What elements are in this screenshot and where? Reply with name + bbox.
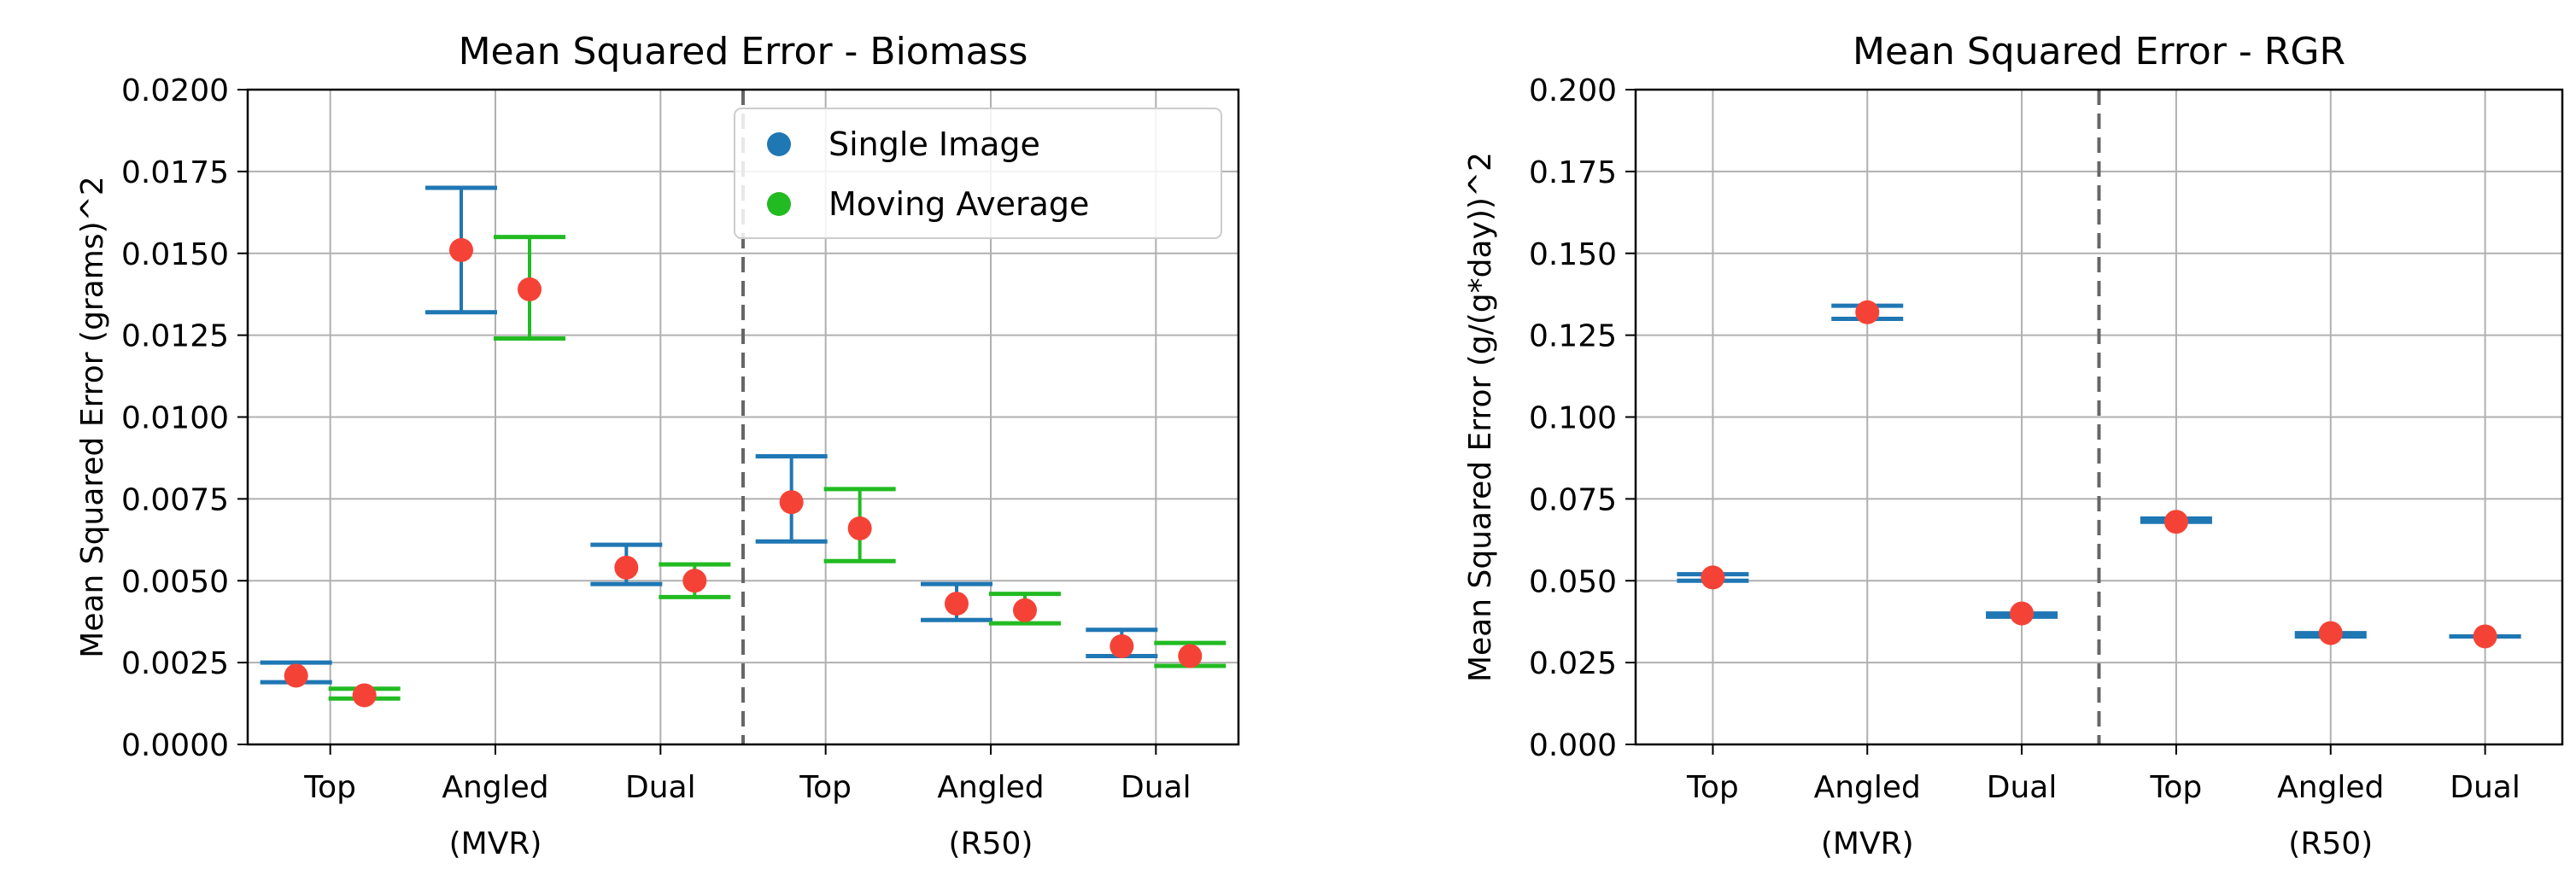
legend-box: [734, 108, 1222, 239]
y-tick-label: 0.025: [1529, 646, 1617, 681]
y-tick-label: 0.075: [1529, 482, 1617, 517]
chart-title: Mean Squared Error - RGR: [1853, 30, 2345, 73]
x-tick-label: Angled: [2277, 770, 2384, 805]
x-tick-label: Angled: [442, 770, 548, 805]
x-tick-label: Dual: [625, 770, 696, 805]
y-tick-label: 0.175: [1529, 155, 1617, 190]
axes-frame: [1634, 88, 2564, 746]
mean-point-single: [284, 663, 308, 688]
legend-marker-single: [767, 132, 791, 156]
y-tick-label: 0.0100: [121, 401, 229, 436]
y-axis-label: Mean Squared Error (g/(g*day))^2: [1463, 152, 1498, 682]
mean-point-single: [779, 490, 804, 515]
y-tick-label: 0.0175: [121, 155, 229, 190]
x-tick-label: Top: [303, 770, 356, 805]
y-tick-label: 0.150: [1529, 237, 1617, 272]
mean-point-single: [614, 555, 639, 580]
legend-marker-moving: [767, 192, 791, 216]
x-tick-sublabel: (MVR): [1821, 826, 1914, 861]
y-tick-label: 0.0000: [121, 728, 229, 763]
x-tick-label: Angled: [937, 770, 1044, 805]
legend: Single Image Moving Average: [734, 108, 1222, 239]
y-tick-label: 0.0200: [121, 73, 229, 108]
chart-panel-2: 0.000 0.025 0.050 0.075 0.100 0.125 0.150 0.175…: [1463, 30, 2564, 861]
x-tick-sublabel: (MVR): [449, 826, 542, 861]
mean-point-single: [1855, 300, 1880, 324]
legend-label-single: Single Image: [828, 125, 1040, 163]
mean-point-single: [449, 237, 473, 262]
mean-point-moving: [1178, 644, 1203, 668]
x-tick-label: Dual: [1121, 770, 1191, 805]
x-tick-label: Dual: [1987, 770, 2058, 805]
mean-point-single: [945, 592, 969, 616]
y-tick-label: 0.0050: [121, 564, 229, 599]
mean-point-single: [1701, 565, 1725, 590]
mean-point-single: [2010, 601, 2034, 626]
x-tick-label: Dual: [2450, 770, 2520, 805]
axes-frame: [246, 88, 1240, 746]
chart-title: Mean Squared Error - Biomass: [459, 30, 1028, 73]
mean-point-moving: [1013, 598, 1037, 622]
mean-point-moving: [518, 277, 542, 301]
y-tick-label: 0.0125: [121, 319, 229, 354]
y-tick-label: 0.200: [1529, 73, 1617, 108]
y-tick-label: 0.050: [1529, 564, 1617, 599]
x-tick-label: Top: [2150, 770, 2203, 805]
mean-point-single: [2163, 510, 2188, 534]
x-tick-label: Top: [799, 770, 852, 805]
x-tick-label: Top: [1686, 770, 1739, 805]
legend-label-moving: Moving Average: [828, 185, 1089, 223]
y-tick-label: 0.125: [1529, 319, 1617, 354]
y-tick-label: 0.100: [1529, 401, 1617, 436]
y-axis-label: Mean Squared Error (grams)^2: [75, 176, 110, 657]
mean-point-moving: [352, 683, 377, 708]
chart-panel-1: 0.0000 0.0025 0.0050 0.0075 0.0100 0.0125 0.01…: [75, 30, 1240, 861]
mean-point-single: [2473, 624, 2497, 649]
x-tick-sublabel: (R50): [949, 826, 1033, 861]
x-tick-sublabel: (R50): [2288, 826, 2373, 861]
y-tick-label: 0.0075: [121, 482, 229, 517]
mean-point-moving: [847, 516, 872, 540]
mean-point-moving: [682, 569, 707, 593]
y-tick-label: 0.0025: [121, 646, 229, 681]
mean-point-single: [2318, 621, 2343, 645]
y-tick-label: 0.0150: [121, 237, 229, 272]
mean-point-single: [1109, 633, 1134, 658]
x-tick-label: Angled: [1814, 770, 1921, 805]
y-tick-label: 0.000: [1529, 728, 1617, 763]
